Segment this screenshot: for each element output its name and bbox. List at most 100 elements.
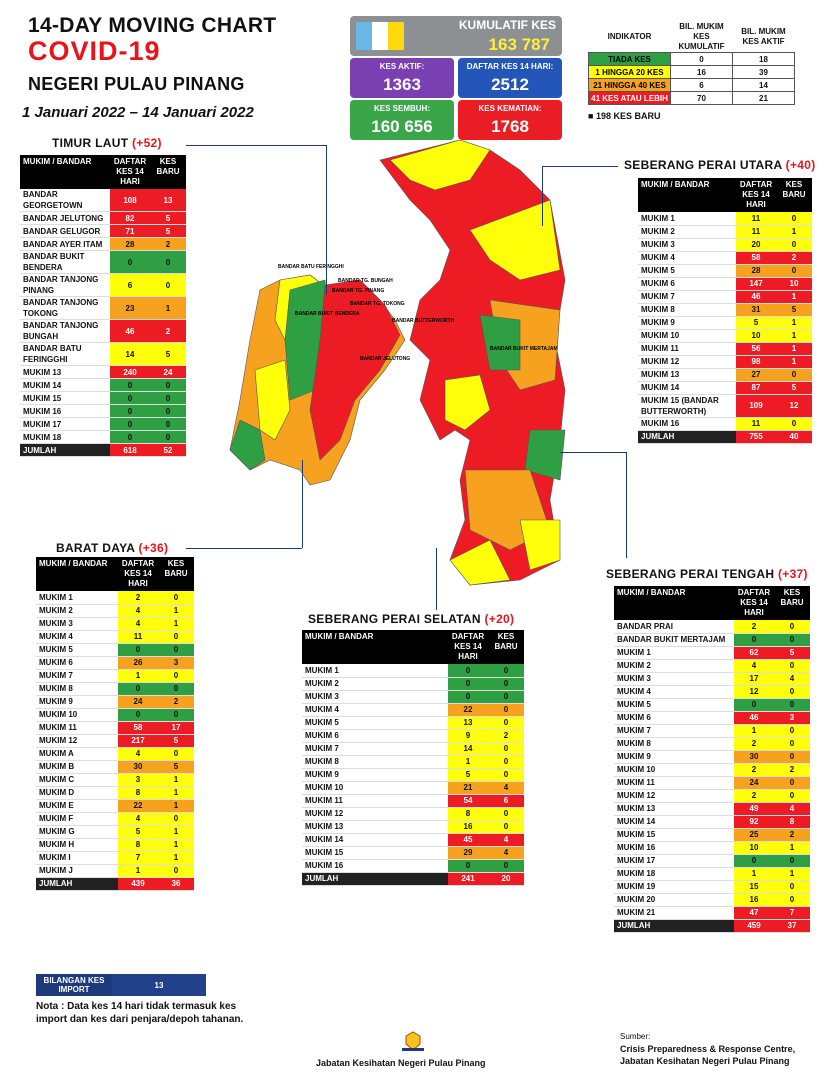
map-label-bukit-bendera: BANDAR BUKIT BENDERA (295, 311, 360, 317)
table-header: KES BARU (158, 557, 194, 591)
table-row: BANDAR GELUGOR 71 5 (20, 224, 186, 238)
row-baru: 4 (488, 781, 524, 795)
connector-barat-daya (186, 548, 302, 549)
section-title-spt: SEBERANG PERAI TENGAH (+37) (606, 567, 808, 581)
table-row: MUKIM 16 10 1 (614, 841, 810, 855)
table-row: MUKIM 1 11 0 (638, 212, 812, 226)
row-label: MUKIM E (36, 799, 118, 813)
total-cell: 52 (150, 443, 186, 457)
row-baru: 0 (488, 677, 524, 691)
table-header: DAFTAR KES 14 HARI (118, 557, 158, 591)
spu-plus: (+40) (785, 158, 816, 172)
table-row: MUKIM 14 92 8 (614, 815, 810, 829)
table-row: MUKIM 7 14 0 (302, 742, 524, 756)
row-daftar: 11 (736, 417, 776, 431)
table-total-row: JUMLAH 439 36 (36, 877, 194, 891)
row-baru: 1 (776, 290, 812, 304)
row-daftar: 0 (110, 404, 150, 418)
table-row: MUKIM 15 29 4 (302, 846, 524, 860)
row-daftar: 0 (734, 633, 774, 647)
connector-spu-v (542, 166, 543, 226)
row-baru: 0 (158, 630, 194, 644)
row-baru: 10 (776, 277, 812, 291)
row-baru: 0 (776, 238, 812, 252)
table-row: MUKIM 17 0 0 (20, 417, 186, 431)
table-row: BANDAR AYER ITAM 28 2 (20, 237, 186, 251)
row-daftar: 46 (110, 319, 150, 343)
total-cell: 618 (110, 443, 150, 457)
row-baru: 0 (488, 807, 524, 821)
row-label: MUKIM 13 (614, 802, 734, 816)
row-baru: 17 (158, 721, 194, 735)
table-row: MUKIM 19 15 0 (614, 880, 810, 894)
table-row: BANDAR PRAI 2 0 (614, 620, 810, 634)
row-baru: 0 (488, 755, 524, 769)
legend-aktif: 14 (732, 78, 795, 92)
daftar-value: 2512 (491, 75, 529, 94)
row-baru: 1 (150, 296, 186, 320)
row-daftar: 4 (118, 747, 158, 761)
row-label: MUKIM 2 (638, 225, 736, 239)
kumulatif-box: KUMULATIF KES 163 787 (350, 16, 562, 56)
table-row: BANDAR TANJONG BUNGAH 46 2 (20, 319, 186, 343)
row-daftar: 27 (736, 368, 776, 382)
row-baru: 0 (488, 664, 524, 678)
table-row: MUKIM 6 46 3 (614, 711, 810, 725)
row-baru: 0 (774, 789, 810, 803)
note: Nota : Data kes 14 hari tidak termasuk k… (36, 1001, 244, 1025)
table-row: MUKIM 11 56 1 (638, 342, 812, 356)
table-row: MUKIM 12 2 0 (614, 789, 810, 803)
row-daftar: 8 (118, 786, 158, 800)
legend-h1: BIL. MUKIM KES KUMULATIF (678, 22, 725, 51)
row-daftar: 8 (118, 838, 158, 852)
penang-map: BANDAR BATU FERINGGHI BANDAR TG. BUNGAH … (229, 140, 566, 586)
table-row: BANDAR BUKIT MERTAJAM 0 0 (614, 633, 810, 647)
row-baru: 3 (774, 711, 810, 725)
timur-laut-name: TIMUR LAUT (52, 136, 129, 150)
row-label: MUKIM 11 (36, 721, 118, 735)
island-region-red (309, 279, 401, 461)
table-row: MUKIM 18 0 0 (20, 430, 186, 444)
table-row: MUKIM E 22 1 (36, 799, 194, 813)
row-daftar: 2 (734, 763, 774, 777)
kematian-label: KES KEMATIAN: (478, 104, 542, 113)
table-row: MUKIM 3 20 0 (638, 238, 812, 252)
table-header: MUKIM / BANDAR (302, 630, 448, 664)
row-daftar: 11 (118, 630, 158, 644)
row-daftar: 12 (734, 685, 774, 699)
table-header: KES BARU (776, 178, 812, 212)
row-daftar: 2 (734, 789, 774, 803)
section-title-sps: SEBERANG PERAI SELATAN (+20) (308, 612, 514, 626)
row-label: MUKIM 16 (638, 417, 736, 431)
row-baru: 0 (488, 690, 524, 704)
row-baru: 0 (158, 682, 194, 696)
row-baru: 0 (776, 368, 812, 382)
table-row: MUKIM 2 11 1 (638, 225, 812, 239)
row-label: MUKIM 16 (20, 404, 110, 418)
row-label: MUKIM 9 (302, 768, 448, 782)
table-row: MUKIM 21 47 7 (614, 906, 810, 920)
row-daftar: 8 (448, 807, 488, 821)
row-baru: 0 (774, 724, 810, 738)
row-label: MUKIM F (36, 812, 118, 826)
row-label: MUKIM 3 (302, 690, 448, 704)
map-label-butterworth: BANDAR BUTTERWORTH (392, 318, 455, 324)
legend-kumulatif: 6 (670, 78, 733, 92)
row-baru: 1 (776, 316, 812, 330)
row-daftar: 5 (118, 825, 158, 839)
section-title-timur-laut: TIMUR LAUT (+52) (52, 136, 162, 150)
barat-daya-name: BARAT DAYA (56, 541, 135, 555)
total-cell: 20 (488, 872, 524, 886)
row-baru: 0 (488, 703, 524, 717)
row-baru: 0 (488, 820, 524, 834)
row-label: MUKIM 6 (302, 729, 448, 743)
footer-source-2: Jabatan Kesihatan Negeri Pulau Pinang (620, 1056, 790, 1066)
row-baru: 1 (158, 799, 194, 813)
table-row: MUKIM 10 0 0 (36, 708, 194, 722)
row-label: MUKIM 4 (302, 703, 448, 717)
row-daftar: 5 (448, 768, 488, 782)
